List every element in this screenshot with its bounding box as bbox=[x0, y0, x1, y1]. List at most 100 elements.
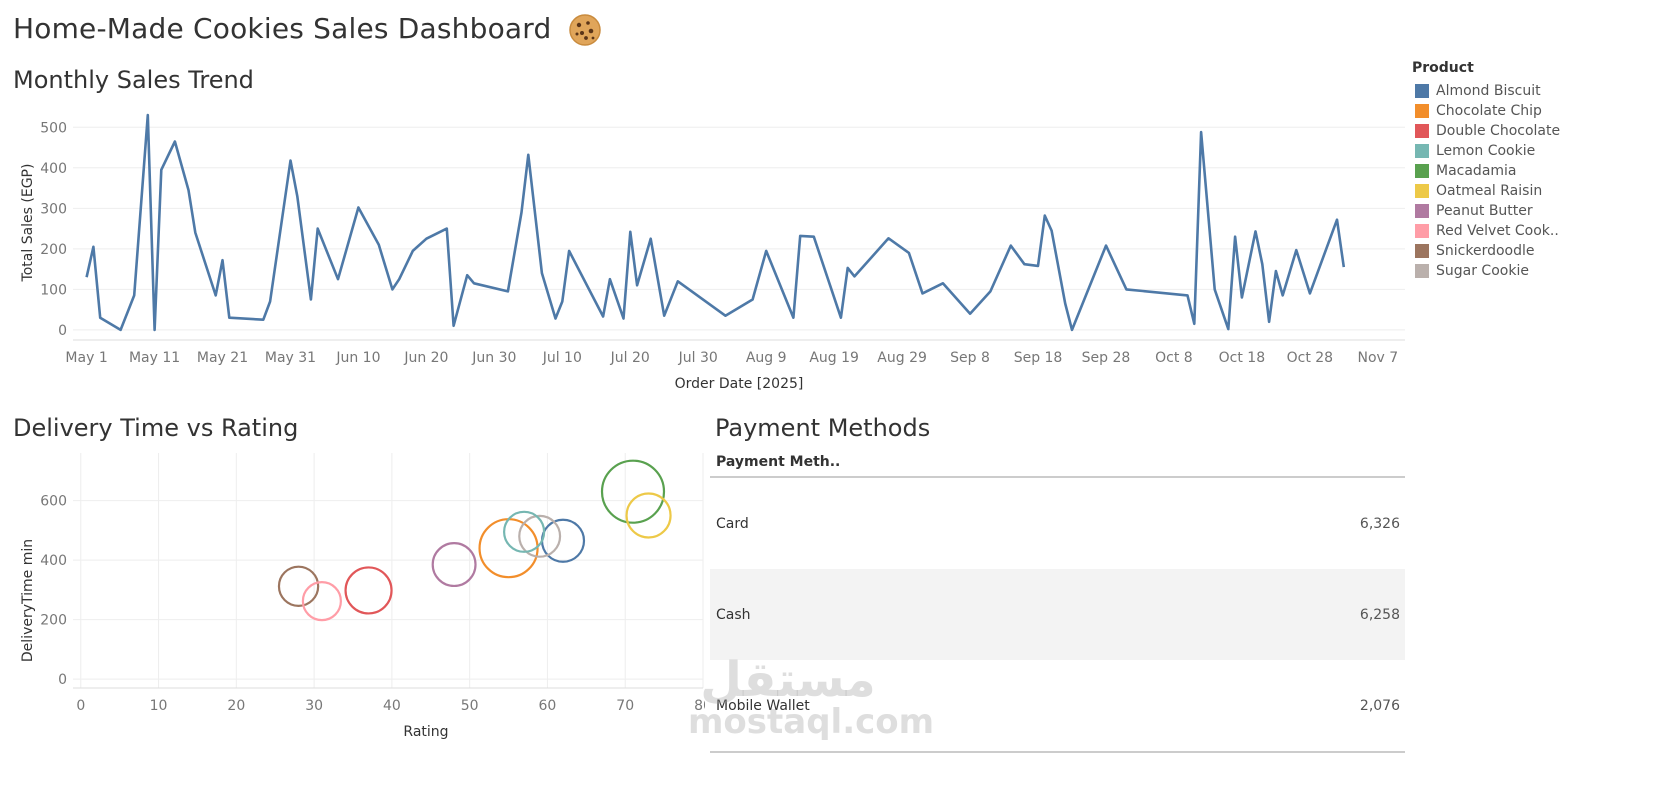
scatter-point-red-velvet-cookie[interactable] bbox=[301, 581, 342, 622]
payment-method-label: Cash bbox=[716, 606, 751, 623]
legend-swatch bbox=[1415, 144, 1429, 158]
legend-swatch bbox=[1415, 204, 1429, 218]
y-tick-label: 500 bbox=[40, 120, 67, 136]
legend-label: Chocolate Chip bbox=[1436, 103, 1542, 119]
table-row[interactable]: Card 6,326 bbox=[710, 478, 1405, 569]
scatter-point-oatmeal-raisin[interactable] bbox=[625, 492, 672, 539]
scatter-point-sugar-cookie[interactable] bbox=[518, 514, 562, 558]
scatter-point-lemon-cookie[interactable] bbox=[503, 510, 546, 553]
payment-methods-title: Payment Methods bbox=[715, 414, 931, 442]
x-tick-label: May 11 bbox=[129, 350, 180, 366]
x-tick-label: Oct 8 bbox=[1155, 350, 1193, 366]
legend-item[interactable]: Almond Biscuit bbox=[1412, 81, 1560, 101]
legend-item[interactable]: Red Velvet Cook.. bbox=[1412, 221, 1560, 241]
scatter-chart-title: Delivery Time vs Rating bbox=[13, 414, 299, 442]
x-tick-label: Aug 19 bbox=[809, 350, 859, 366]
legend-item[interactable]: Peanut Butter bbox=[1412, 201, 1560, 221]
legend-item[interactable]: Sugar Cookie bbox=[1412, 261, 1560, 281]
plot-area bbox=[73, 105, 1405, 340]
legend-label: Red Velvet Cook.. bbox=[1436, 223, 1559, 239]
payment-methods-table: Payment Meth.. Card 6,326 Cash 6,258 Mob… bbox=[710, 450, 1405, 753]
x-tick-label: 60 bbox=[539, 698, 557, 714]
x-tick-label: Nov 7 bbox=[1357, 350, 1398, 366]
x-tick-label: 80 bbox=[694, 698, 705, 714]
legend-item[interactable]: Macadamia bbox=[1412, 161, 1560, 181]
x-tick-label: Aug 29 bbox=[877, 350, 927, 366]
x-tick-label: Sep 18 bbox=[1014, 350, 1063, 366]
legend-item[interactable]: Double Chocolate bbox=[1412, 121, 1560, 141]
y-tick-label: 400 bbox=[40, 161, 67, 177]
payment-method-value: 6,258 bbox=[1359, 606, 1400, 623]
x-tick-label: Oct 18 bbox=[1219, 350, 1265, 366]
x-tick-label: Sep 8 bbox=[950, 350, 990, 366]
legend-label: Lemon Cookie bbox=[1436, 143, 1536, 159]
product-legend: Product Almond Biscuit Chocolate Chip Doub… bbox=[1412, 60, 1560, 281]
line-chart-title: Monthly Sales Trend bbox=[13, 66, 254, 94]
x-tick-label: 0 bbox=[76, 698, 85, 714]
y-tick-label: 600 bbox=[40, 494, 67, 510]
x-tick-label: 20 bbox=[227, 698, 245, 714]
table-bottom-divider bbox=[710, 751, 1405, 753]
legend-swatch bbox=[1415, 124, 1429, 138]
monthly-sales-line-chart: 0 100 200 300 400 500 May 1 May 11 May 21 May 31 J… bbox=[20, 105, 1405, 392]
scatter-point-macadamia[interactable] bbox=[600, 459, 666, 524]
legend-label: Sugar Cookie bbox=[1436, 263, 1529, 279]
payment-method-value: 2,076 bbox=[1359, 697, 1400, 714]
y-tick-label: 0 bbox=[58, 672, 67, 688]
x-tick-label: Jul 10 bbox=[542, 350, 582, 366]
y-axis-title: Total Sales (EGP) bbox=[20, 164, 36, 283]
legend-item[interactable]: Lemon Cookie bbox=[1412, 141, 1560, 161]
scatter-point-double-chocolate[interactable] bbox=[344, 566, 393, 615]
plot-area bbox=[73, 453, 703, 688]
x-axis-title: Rating bbox=[403, 724, 448, 740]
legend-label: Macadamia bbox=[1436, 163, 1517, 179]
legend-swatch bbox=[1415, 84, 1429, 98]
x-tick-label: 50 bbox=[461, 698, 479, 714]
x-tick-label: Jun 30 bbox=[471, 350, 516, 366]
x-tick-label: May 21 bbox=[197, 350, 248, 366]
x-tick-label: Jul 20 bbox=[610, 350, 650, 366]
table-row[interactable]: Mobile Wallet 2,076 bbox=[710, 660, 1405, 751]
table-row[interactable]: Cash 6,258 bbox=[710, 569, 1405, 660]
legend-item[interactable]: Oatmeal Raisin bbox=[1412, 181, 1560, 201]
x-tick-label: Aug 9 bbox=[746, 350, 787, 366]
x-tick-label: 40 bbox=[383, 698, 401, 714]
y-tick-label: 300 bbox=[40, 201, 67, 217]
legend-swatch bbox=[1415, 164, 1429, 178]
scatter-point-snickerdoodle[interactable] bbox=[277, 565, 320, 607]
x-tick-label: Sep 28 bbox=[1082, 350, 1131, 366]
x-tick-label: Jun 10 bbox=[335, 350, 380, 366]
x-tick-label: May 31 bbox=[265, 350, 316, 366]
payment-method-label: Mobile Wallet bbox=[716, 697, 810, 714]
legend-title: Product bbox=[1412, 60, 1474, 76]
legend-item[interactable]: Snickerdoodle bbox=[1412, 241, 1560, 261]
legend-swatch bbox=[1415, 244, 1429, 258]
series-line-almond-biscuit[interactable] bbox=[85, 113, 1346, 332]
scatter-point-peanut-butter[interactable] bbox=[431, 542, 477, 588]
legend-swatch bbox=[1415, 264, 1429, 278]
payment-method-label: Card bbox=[716, 515, 749, 532]
x-tick-label: Jun 20 bbox=[403, 350, 448, 366]
delivery-vs-rating-scatter-chart: 0 10 20 30 40 50 60 70 80 0 200 400 600 Rating Deliver… bbox=[20, 453, 705, 740]
cookie-icon bbox=[568, 14, 601, 46]
y-tick-label: 200 bbox=[40, 613, 67, 629]
legend-swatch bbox=[1415, 184, 1429, 198]
x-tick-label: 70 bbox=[616, 698, 634, 714]
legend-label: Oatmeal Raisin bbox=[1436, 183, 1543, 199]
legend-swatch bbox=[1415, 224, 1429, 238]
x-axis-title: Order Date [2025] bbox=[675, 376, 804, 392]
x-tick-label: 30 bbox=[305, 698, 323, 714]
y-tick-label: 200 bbox=[40, 242, 67, 258]
y-tick-label: 0 bbox=[58, 323, 67, 339]
legend-label: Almond Biscuit bbox=[1436, 83, 1541, 99]
legend-swatch bbox=[1415, 104, 1429, 118]
y-axis-title: DeliveryTime min bbox=[20, 539, 36, 662]
y-tick-label: 100 bbox=[40, 282, 67, 298]
payment-method-column-header[interactable]: Payment Meth.. bbox=[710, 450, 1405, 478]
dashboard-title: Home-Made Cookies Sales Dashboard bbox=[13, 12, 601, 46]
legend-item[interactable]: Chocolate Chip bbox=[1412, 101, 1560, 121]
legend-label: Peanut Butter bbox=[1436, 203, 1533, 219]
legend-label: Snickerdoodle bbox=[1436, 243, 1535, 259]
x-tick-label: May 1 bbox=[65, 350, 107, 366]
y-tick-label: 400 bbox=[40, 553, 67, 569]
